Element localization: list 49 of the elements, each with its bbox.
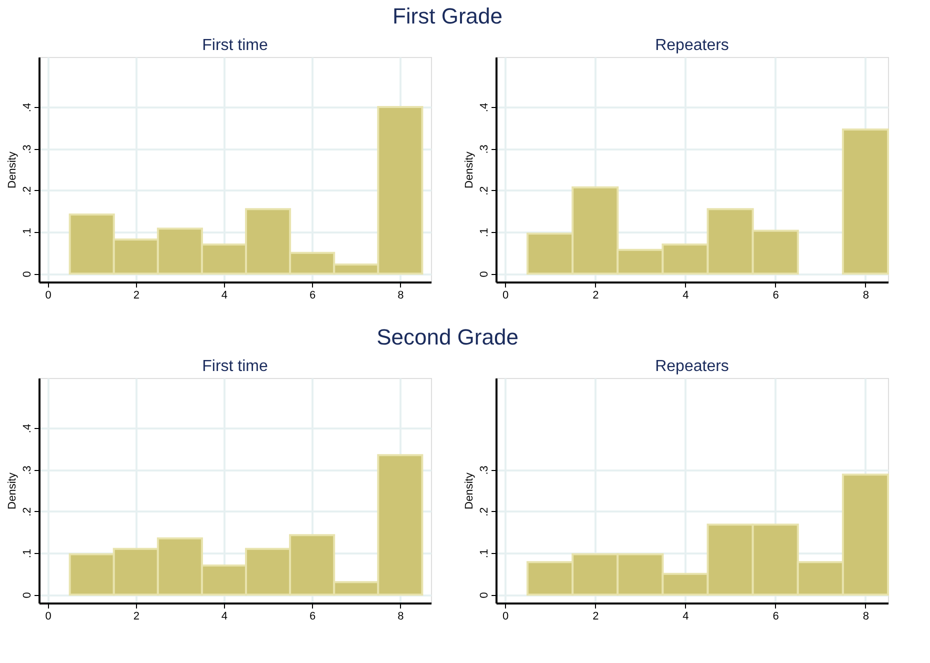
x-tick-label: 0 — [45, 610, 52, 622]
y-tick-label: .1 — [478, 228, 490, 238]
y-tick-label: 0 — [478, 592, 490, 598]
x-tick-label: 8 — [398, 610, 404, 622]
text: Second Grade — [376, 324, 518, 350]
x-tick-label: 6 — [310, 290, 316, 302]
y-tick-label: 0 — [478, 271, 490, 278]
y-axis-title: Density — [6, 472, 18, 510]
y-tick-label: 0 — [22, 592, 34, 598]
x-tick-label: 4 — [221, 290, 228, 302]
x-tick-label: 0 — [502, 610, 509, 622]
y-tick-label: 0 — [22, 271, 34, 278]
chart-title: First time — [202, 358, 268, 375]
y-tick-label: .1 — [22, 548, 34, 558]
x-tick-label: 4 — [221, 610, 228, 622]
y-tick-label: .3 — [478, 144, 490, 154]
x-tick-label: 8 — [862, 290, 870, 302]
chart-title: Repeaters — [655, 358, 729, 375]
y-tick-label: .4 — [478, 102, 490, 112]
y-tick-label: .1 — [478, 548, 490, 558]
x-tick-label: 2 — [592, 290, 599, 302]
x-tick-label: 8 — [398, 290, 404, 302]
x-tick-label: 2 — [133, 610, 140, 622]
y-tick-label: .3 — [22, 144, 34, 154]
y-tick-label: .4 — [22, 424, 34, 434]
text: First Grade — [392, 4, 503, 28]
y-tick-label: .3 — [22, 466, 34, 475]
chart-title: First time — [202, 37, 268, 54]
x-tick-label: 4 — [682, 290, 689, 302]
y-tick-label: .1 — [22, 228, 34, 238]
x-tick-label: 0 — [502, 290, 509, 302]
y-axis-title: Density — [464, 472, 476, 510]
y-tick-label: .2 — [22, 507, 34, 516]
y-tick-label: .2 — [478, 186, 490, 196]
x-tick-label: 8 — [862, 610, 870, 622]
y-tick-label: .2 — [22, 186, 34, 196]
y-tick-label: .4 — [22, 102, 34, 112]
x-tick-label: 2 — [133, 290, 140, 302]
y-tick-label: .2 — [478, 507, 490, 516]
y-axis-title: Density — [6, 151, 18, 188]
x-tick-label: 4 — [682, 610, 689, 622]
y-axis-title: Density — [464, 151, 476, 188]
x-tick-label: 6 — [310, 610, 316, 622]
x-tick-label: 6 — [772, 610, 779, 622]
x-tick-label: 0 — [45, 290, 52, 302]
x-tick-label: 6 — [772, 290, 779, 302]
x-tick-label: 2 — [592, 610, 599, 622]
chart-title: Repeaters — [655, 37, 729, 54]
y-tick-label: .3 — [478, 466, 490, 475]
